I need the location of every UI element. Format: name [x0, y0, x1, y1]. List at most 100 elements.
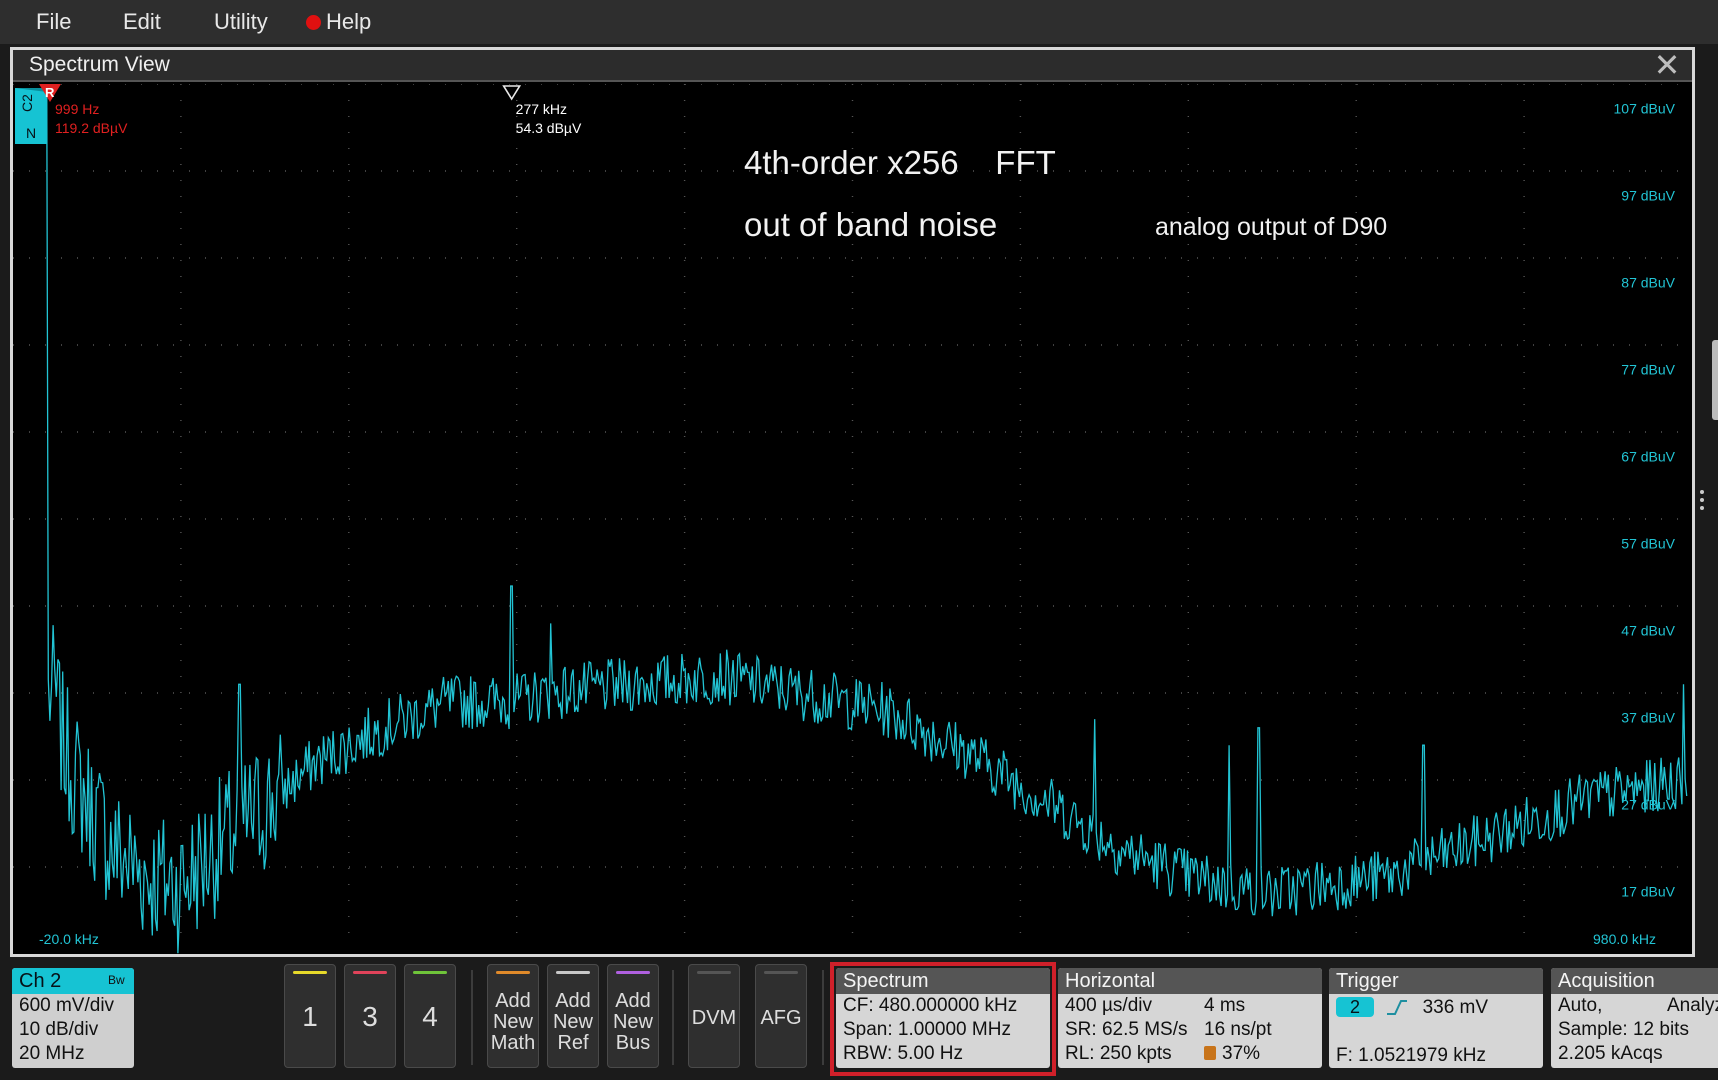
- menu-help[interactable]: Help: [306, 6, 371, 38]
- reference-marker[interactable]: R: [39, 84, 61, 102]
- horizontal-resolution: 16 ns/pt: [1204, 1019, 1272, 1040]
- cursor-marker-freq: 277 kHz: [516, 101, 567, 117]
- horizontal-row-1: 400 µs/div 4 ms: [1058, 994, 1322, 1018]
- ref-marker-level: 119.2 dBµV: [55, 120, 128, 136]
- add-bus-label-1: Add: [615, 990, 651, 1012]
- y-tick-label: 87 dBuV: [1621, 275, 1675, 291]
- add-math-label-3: Math: [490, 1032, 536, 1054]
- trigger-source-badge: 2: [1336, 997, 1374, 1017]
- horizontal-row-3: RL: 250 kpts 37%: [1058, 1042, 1322, 1066]
- bandwidth-limit-icon: Bw: [108, 973, 125, 987]
- spectrum-center-freq: CF: 480.000000 kHz: [843, 995, 1018, 1016]
- dvm-label: DVM: [691, 1007, 737, 1029]
- menu-utility[interactable]: Utility: [214, 9, 268, 34]
- menu-edit[interactable]: Edit: [123, 9, 161, 34]
- ch2-badge[interactable]: Ch 2 600 mV/div 10 dB/div 20 MHz Bw: [12, 968, 134, 1068]
- ch2-scale: 600 mV/div: [19, 995, 115, 1016]
- y-tick-label: 67 dBuV: [1621, 449, 1675, 465]
- bus-color-bar: [616, 971, 650, 974]
- channel-4-color-bar: [413, 971, 447, 974]
- close-button[interactable]: ✕: [1653, 47, 1681, 83]
- window-titlebar: Spectrum View ✕: [13, 47, 1692, 83]
- channel-1-color-bar: [293, 971, 327, 974]
- cursor-marker-level: 54.3 dBµV: [516, 120, 582, 136]
- spectrum-view-window: Spectrum View ✕ 107 dBuV 97 dBuV 87 dBuV 77…: [10, 47, 1695, 957]
- position-lock-icon: [1204, 1046, 1216, 1060]
- trigger-row-1: 2 336 mV: [1329, 994, 1543, 1020]
- cursor-marker-icon[interactable]: [502, 85, 522, 101]
- settings-bar: Ch 2 600 mV/div 10 dB/div 20 MHz Bw 1 3 4…: [0, 960, 1718, 1080]
- divider: [672, 970, 674, 1065]
- channel-mode-label: N: [26, 125, 36, 141]
- spectrum-trace: [46, 84, 1688, 954]
- add-bus-label-3: Bus: [615, 1032, 651, 1054]
- window-title: Spectrum View: [29, 53, 170, 76]
- acquisition-mode: Auto,Analyz: [1551, 994, 1718, 1018]
- horizontal-record-time: 4 ms: [1204, 995, 1246, 1016]
- trigger-frequency: F: 1.0521979 kHz: [1336, 1045, 1486, 1066]
- acquisition-count: 2.205 kAcqs: [1558, 1043, 1663, 1064]
- x-axis-min-label: -20.0 kHz: [39, 931, 99, 947]
- channel-4-button[interactable]: 4: [404, 964, 456, 1068]
- channel-3-button[interactable]: 3: [344, 964, 396, 1068]
- trigger-panel-title: Trigger: [1329, 968, 1543, 994]
- horizontal-sample-rate: SR: 62.5 MS/s: [1065, 1019, 1188, 1040]
- add-bus-label-2: New: [612, 1011, 653, 1033]
- horizontal-panel[interactable]: Horizontal 400 µs/div 4 ms SR: 62.5 MS/s 1…: [1058, 968, 1322, 1068]
- ch2-bandwidth: 20 MHz Bw: [12, 973, 134, 1066]
- spectrum-span: Span: 1.00000 MHz: [843, 1019, 1011, 1040]
- afg-button[interactable]: AFG: [755, 964, 807, 1068]
- add-ref-label-1: Add: [555, 990, 591, 1012]
- add-new-ref-button[interactable]: Add New Ref: [547, 964, 599, 1068]
- annotation-filter-fft: 4th-order x256 FFT: [744, 144, 1056, 181]
- add-ref-label-2: New: [552, 1011, 593, 1033]
- y-tick-label: 17 dBuV: [1621, 884, 1675, 900]
- horizontal-row-2: SR: 62.5 MS/s 16 ns/pt: [1058, 1018, 1322, 1042]
- ref-marker-freq: 999 Hz: [55, 101, 99, 117]
- reference-marker-letter: R: [45, 85, 55, 100]
- channel-marker-label: C2: [19, 94, 35, 112]
- menu-bar: File Edit Utility Help: [0, 0, 1718, 44]
- acquisition-panel-title: Acquisition: [1551, 968, 1718, 994]
- rising-edge-icon: [1387, 1000, 1408, 1015]
- annotation-out-of-band: out of band noise: [744, 206, 997, 243]
- trigger-level: 336 mV: [1422, 997, 1489, 1018]
- y-tick-label: 47 dBuV: [1621, 623, 1675, 639]
- horizontal-record-length: RL: 250 kpts: [1065, 1043, 1172, 1064]
- dvm-button[interactable]: DVM: [688, 964, 740, 1068]
- menu-help-label: Help: [326, 9, 372, 34]
- divider: [471, 970, 473, 1065]
- channel-3-color-bar: [353, 971, 387, 974]
- add-math-label-1: Add: [495, 990, 531, 1012]
- add-new-bus-button[interactable]: Add New Bus: [607, 964, 659, 1068]
- channel-3-label: 3: [362, 1001, 378, 1032]
- add-math-label-2: New: [492, 1011, 533, 1033]
- horizontal-panel-title: Horizontal: [1058, 968, 1322, 994]
- spectrum-rbw: RBW: 5.00 Hz: [843, 1043, 964, 1064]
- x-axis-max-label: 980.0 kHz: [1593, 931, 1656, 947]
- divider: [822, 970, 824, 1065]
- acquisition-panel[interactable]: Acquisition Auto,Analyz Sample: 12 bits …: [1551, 968, 1718, 1068]
- y-tick-label: 27 dBuV: [1621, 797, 1675, 813]
- horizontal-time-div: 400 µs/div: [1065, 995, 1152, 1016]
- trigger-panel[interactable]: Trigger 2 336 mV F: 1.0521979 kHz: [1329, 968, 1543, 1068]
- spectrum-panel[interactable]: Spectrum CF: 480.000000 kHz Span: 1.0000…: [836, 968, 1050, 1068]
- channel-4-label: 4: [422, 1001, 438, 1032]
- ch2-title: Ch 2: [12, 968, 134, 994]
- side-panel-tab[interactable]: [1712, 340, 1718, 420]
- menu-file[interactable]: File: [36, 9, 72, 34]
- channel-1-label: 1: [302, 1001, 318, 1032]
- spectrum-plot[interactable]: 107 dBuV 97 dBuV 87 dBuV 77 dBuV 67 dBuV 57 d…: [13, 84, 1692, 954]
- record-indicator-icon: [306, 15, 321, 30]
- annotation-analog-output: analog output of D90: [1155, 213, 1387, 241]
- acquisition-sample: Sample: 12 bits: [1558, 1019, 1689, 1040]
- channel-marker[interactable]: C2 N: [15, 88, 47, 144]
- ch2-db-scale: 10 dB/div: [19, 1019, 99, 1040]
- sidebar-handle-icon[interactable]: [1700, 490, 1706, 516]
- y-tick-label: 77 dBuV: [1621, 362, 1675, 378]
- channel-1-button[interactable]: 1: [284, 964, 336, 1068]
- y-tick-label: 57 dBuV: [1621, 536, 1675, 552]
- y-tick-label: 107 dBuV: [1614, 101, 1676, 117]
- add-ref-label-3: Ref: [557, 1032, 589, 1054]
- add-new-math-button[interactable]: Add New Math: [487, 964, 539, 1068]
